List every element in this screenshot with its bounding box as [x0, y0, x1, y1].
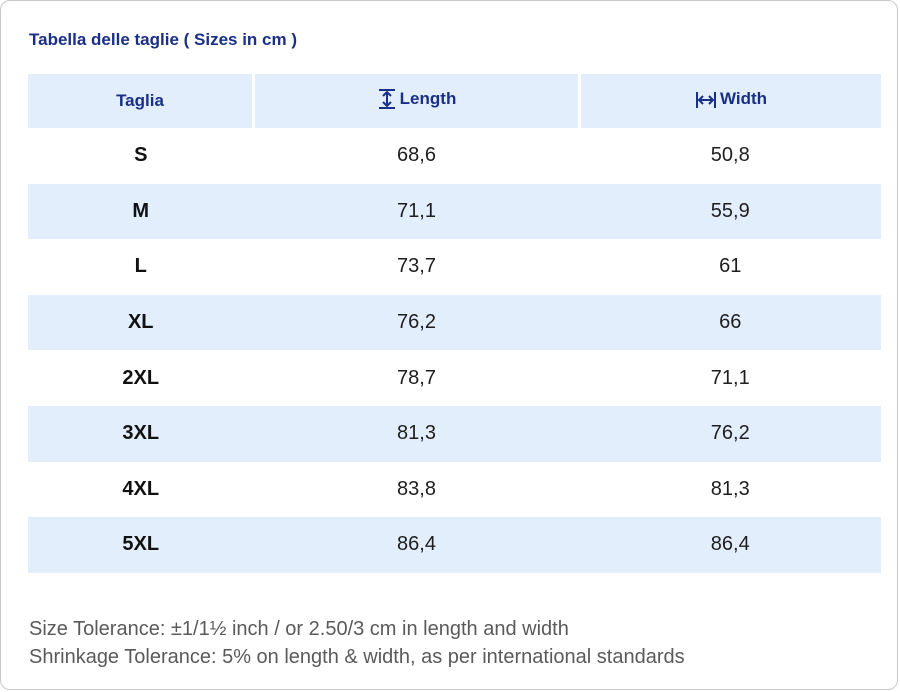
length-cell: 76,2 — [397, 311, 436, 334]
header-width-label: Width — [719, 88, 768, 108]
size-cell: M — [132, 199, 150, 222]
width-cell: 50,8 — [710, 144, 750, 167]
size-tolerance-note: Size Tolerance: ±1/1½ inch / or 2.50/3 c… — [29, 618, 569, 640]
size-cell: 4XL — [122, 477, 160, 500]
width-cell: 66 — [719, 311, 742, 334]
table-row: 2XL 78,7 71,1 — [28, 350, 881, 406]
width-cell: 76,2 — [710, 422, 750, 445]
header-size-label: Taglia — [116, 91, 164, 110]
tolerance-notes: Size Tolerance: ±1/1½ inch / or 2.50/3 c… — [29, 615, 685, 671]
size-cell: L — [134, 255, 147, 278]
width-cell: 61 — [719, 255, 742, 278]
table-row: 5XL 86,4 86,4 — [28, 517, 881, 573]
table-row: L 73,7 61 — [28, 239, 881, 295]
table-row: 4XL 83,8 81,3 — [28, 461, 881, 518]
size-cell: 2XL — [122, 366, 160, 389]
length-cell: 86,4 — [397, 533, 436, 556]
size-table: Taglia Length — [28, 74, 881, 573]
size-cell: XL — [127, 311, 154, 334]
width-cell: 81,3 — [710, 477, 750, 500]
horizontal-measure-icon — [695, 89, 717, 109]
table-row: S 68,6 50,8 — [28, 128, 881, 184]
header-length: Length — [252, 74, 581, 128]
width-cell: 71,1 — [710, 366, 750, 389]
vertical-measure-icon — [377, 88, 397, 110]
width-cell: 86,4 — [710, 533, 750, 556]
size-cell: 5XL — [122, 533, 160, 556]
size-cell: S — [134, 144, 148, 167]
length-cell: 81,3 — [397, 422, 436, 445]
length-cell: 78,7 — [397, 366, 436, 389]
length-cell: 83,8 — [397, 477, 436, 500]
table-row: XL 76,2 66 — [28, 294, 881, 351]
width-cell: 55,9 — [710, 199, 750, 222]
header-length-label: Length — [399, 88, 457, 108]
header-size: Taglia — [28, 74, 254, 128]
length-cell: 71,1 — [397, 199, 436, 222]
header-width: Width — [580, 74, 882, 128]
page-title: Tabella delle taglie ( Sizes in cm ) — [29, 30, 297, 49]
table-row: 3XL 81,3 76,2 — [28, 405, 881, 462]
table-header-row: Taglia Length — [28, 74, 881, 128]
table-row: M 71,1 55,9 — [28, 183, 881, 240]
shrinkage-tolerance-note: Shrinkage Tolerance: 5% on length & widt… — [29, 646, 685, 668]
size-cell: 3XL — [122, 422, 160, 445]
length-cell: 73,7 — [397, 255, 436, 278]
length-cell: 68,6 — [397, 144, 436, 167]
